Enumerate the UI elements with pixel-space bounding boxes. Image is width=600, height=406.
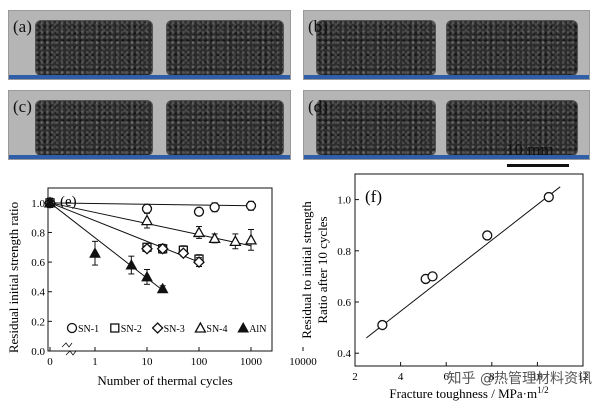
x-axis-label: Number of thermal cycles <box>97 373 232 388</box>
sample-tile <box>166 20 284 76</box>
fit-line <box>366 186 561 339</box>
x-axis-label-exponent: 1/2 <box>537 385 549 395</box>
sample-tile <box>35 100 153 156</box>
x-tick-label: 4 <box>398 371 404 383</box>
panel-label-a: (a) <box>13 17 32 36</box>
plot-frame <box>354 173 584 367</box>
x-tick-label: 12 <box>578 371 589 383</box>
sample-tile <box>35 20 153 76</box>
x-tick-label: 0 <box>47 356 53 368</box>
legend-label: SN-2 <box>121 324 142 335</box>
sample-tile <box>316 20 436 76</box>
data-point <box>140 214 154 226</box>
y-axis-label-line2: Ratio after 10 cycles <box>315 216 330 323</box>
y-tick-label: 0.8 <box>337 246 351 258</box>
data-point <box>66 322 78 334</box>
scale-bar <box>507 164 569 167</box>
panel-label-c: (c) <box>13 97 32 116</box>
x-tick-label: 10 <box>142 356 154 368</box>
fit-line <box>49 202 163 291</box>
legend-label: AlN <box>249 324 266 335</box>
data-point <box>44 196 56 208</box>
chart-f: 0.4 0.6 0.8 1.0 2 4 6 8 10 12 Fracture toughness /… <box>299 173 589 401</box>
data-point <box>209 202 220 213</box>
data-point <box>110 323 120 333</box>
data-point <box>194 321 207 333</box>
y-tick-label: 0.4 <box>31 287 45 299</box>
y-tick-label: 0.2 <box>31 316 45 328</box>
data-point <box>208 232 221 244</box>
chart-e: 0.0 0.2 0.4 0.6 0.8 1.0 0 1 10 100 1000 10000 Number… <box>6 187 317 388</box>
x-tick-label: 100 <box>191 356 208 368</box>
fit-line <box>49 202 200 263</box>
sample-tile <box>446 100 578 156</box>
x-tick-label: 2 <box>352 371 358 383</box>
panel-label-b: (b) <box>308 17 328 36</box>
y-tick-label: 0.6 <box>31 257 45 269</box>
x-axis-label: Fracture toughness / MPa·m1/2 <box>389 385 548 401</box>
x-tick-label: 10 <box>532 371 544 383</box>
data-point <box>177 247 190 260</box>
plot-frame <box>47 187 273 352</box>
sample-tile <box>446 20 578 76</box>
photo-panel-d: (d) <box>303 90 590 160</box>
photo-panel-b: (b) <box>303 10 590 80</box>
x-tick-label: 1000 <box>240 356 263 368</box>
data-point <box>543 191 554 203</box>
y-tick-label: 1.0 <box>337 195 351 207</box>
data-point <box>151 322 164 334</box>
data-point <box>89 247 101 258</box>
data-point <box>245 200 257 211</box>
x-tick-label: 1 <box>92 356 98 368</box>
watermark: 知乎 @热管理材料资讯 <box>447 371 592 387</box>
legend-label: SN-1 <box>78 324 99 335</box>
panel-label-f: (f) <box>365 187 382 206</box>
x-tick-label: 6 <box>443 371 449 383</box>
data-point <box>193 256 205 269</box>
y-axis-label: Residual initial strength ratio <box>6 202 21 353</box>
data-point <box>229 235 242 246</box>
panel-label-d: (d) <box>308 97 328 116</box>
x-tick-label: 8 <box>489 371 495 383</box>
x-tick-label: 10000 <box>289 356 317 368</box>
data-point <box>141 203 153 214</box>
data-point <box>125 259 138 270</box>
data-point <box>156 242 169 255</box>
data-point <box>193 206 205 217</box>
scale-bar-label: 10 mm <box>506 140 554 159</box>
y-tick-label: 0.8 <box>31 227 45 239</box>
data-point <box>141 242 153 255</box>
y-tick-label: 1.0 <box>31 198 45 210</box>
axis-break-mark <box>61 342 77 356</box>
sample-tile <box>166 100 284 156</box>
data-point <box>482 230 493 241</box>
data-point <box>377 319 388 331</box>
sample-tile <box>316 100 436 156</box>
data-point <box>141 270 153 282</box>
data-point <box>237 321 250 333</box>
data-point <box>192 226 206 238</box>
y-tick-label: 0.6 <box>337 297 351 309</box>
y-tick-label: 0.4 <box>337 348 351 360</box>
legend-label: SN-4 <box>206 324 227 335</box>
photo-panel-a: (a) <box>8 10 291 80</box>
data-point <box>427 271 438 282</box>
legend-label: SN-3 <box>164 324 185 335</box>
y-axis-label-line1: Residual to initial strength <box>299 201 314 339</box>
photo-panel-c: (c) <box>8 90 291 160</box>
data-point <box>156 282 169 294</box>
y-tick-label: 0.0 <box>31 346 45 358</box>
data-point <box>244 233 258 245</box>
